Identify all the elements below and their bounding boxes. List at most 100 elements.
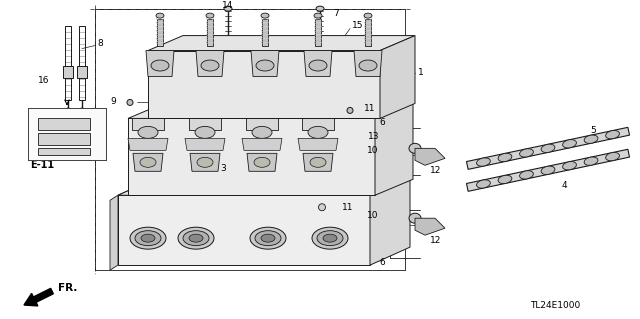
Polygon shape (365, 19, 371, 46)
Ellipse shape (140, 157, 156, 167)
Ellipse shape (541, 166, 555, 174)
Polygon shape (77, 65, 87, 78)
Ellipse shape (347, 108, 353, 114)
Polygon shape (375, 102, 413, 195)
Ellipse shape (255, 231, 281, 246)
Polygon shape (110, 195, 118, 270)
Ellipse shape (541, 144, 555, 152)
Polygon shape (118, 195, 370, 265)
Ellipse shape (364, 13, 372, 18)
Polygon shape (415, 148, 445, 165)
Ellipse shape (323, 234, 337, 242)
Ellipse shape (584, 157, 598, 165)
Polygon shape (128, 138, 168, 150)
Ellipse shape (127, 100, 133, 106)
Ellipse shape (264, 170, 272, 175)
Polygon shape (38, 118, 90, 130)
Text: 2: 2 (130, 182, 136, 191)
Ellipse shape (308, 126, 328, 138)
Ellipse shape (520, 171, 533, 179)
Text: 11: 11 (342, 203, 353, 212)
Ellipse shape (477, 158, 490, 166)
Polygon shape (370, 177, 410, 265)
Polygon shape (63, 65, 73, 78)
Text: 10: 10 (367, 211, 378, 220)
Polygon shape (190, 153, 220, 171)
Polygon shape (146, 50, 174, 77)
Ellipse shape (254, 157, 270, 167)
Polygon shape (186, 177, 194, 194)
Polygon shape (262, 19, 268, 46)
Ellipse shape (138, 126, 158, 138)
Polygon shape (264, 172, 272, 194)
Polygon shape (303, 153, 333, 171)
Polygon shape (151, 177, 159, 194)
Ellipse shape (477, 180, 490, 188)
Ellipse shape (227, 185, 234, 189)
Text: 9: 9 (110, 97, 116, 106)
Ellipse shape (130, 227, 166, 249)
Ellipse shape (584, 135, 598, 143)
Text: FR.: FR. (58, 283, 77, 293)
Polygon shape (148, 36, 415, 50)
Ellipse shape (256, 60, 274, 71)
Ellipse shape (135, 231, 161, 246)
Ellipse shape (206, 13, 214, 18)
Polygon shape (315, 19, 321, 46)
Polygon shape (354, 50, 382, 77)
Polygon shape (242, 138, 282, 150)
Ellipse shape (195, 126, 215, 138)
Polygon shape (207, 19, 213, 46)
Text: 16: 16 (38, 76, 49, 85)
Polygon shape (415, 218, 445, 235)
Text: 8: 8 (97, 39, 103, 48)
Ellipse shape (178, 227, 214, 249)
Ellipse shape (261, 13, 269, 18)
Ellipse shape (316, 6, 324, 11)
Ellipse shape (151, 175, 159, 180)
Polygon shape (128, 102, 413, 118)
Text: 15: 15 (352, 21, 364, 30)
Ellipse shape (310, 157, 326, 167)
Ellipse shape (261, 234, 275, 242)
Polygon shape (246, 118, 278, 130)
Ellipse shape (319, 204, 326, 211)
Polygon shape (128, 118, 375, 195)
Ellipse shape (563, 161, 577, 170)
Ellipse shape (296, 185, 303, 189)
Ellipse shape (498, 153, 512, 162)
Polygon shape (251, 50, 279, 77)
FancyArrow shape (24, 288, 53, 306)
Ellipse shape (79, 108, 84, 113)
Polygon shape (380, 36, 415, 118)
Ellipse shape (183, 231, 209, 246)
Ellipse shape (336, 170, 344, 175)
Ellipse shape (141, 234, 155, 242)
Polygon shape (301, 172, 309, 194)
Polygon shape (196, 50, 224, 77)
Text: 10: 10 (367, 146, 378, 155)
Polygon shape (304, 50, 332, 77)
Polygon shape (157, 19, 163, 46)
Ellipse shape (197, 157, 213, 167)
Ellipse shape (301, 170, 309, 175)
Text: E-11: E-11 (30, 160, 54, 170)
Text: 5: 5 (590, 126, 596, 135)
Text: 4: 4 (562, 181, 568, 190)
Polygon shape (226, 172, 234, 194)
Bar (28, 108, 106, 160)
Polygon shape (467, 127, 630, 169)
Ellipse shape (151, 60, 169, 71)
Text: 12: 12 (430, 166, 442, 175)
Ellipse shape (250, 227, 286, 249)
Ellipse shape (359, 60, 377, 71)
Ellipse shape (156, 13, 164, 18)
Text: 3: 3 (220, 164, 226, 173)
Bar (28, 108, 106, 160)
Ellipse shape (409, 213, 421, 223)
Ellipse shape (498, 175, 512, 184)
Ellipse shape (226, 170, 234, 175)
Ellipse shape (409, 143, 421, 153)
Text: 1: 1 (418, 68, 424, 77)
Polygon shape (133, 153, 163, 171)
